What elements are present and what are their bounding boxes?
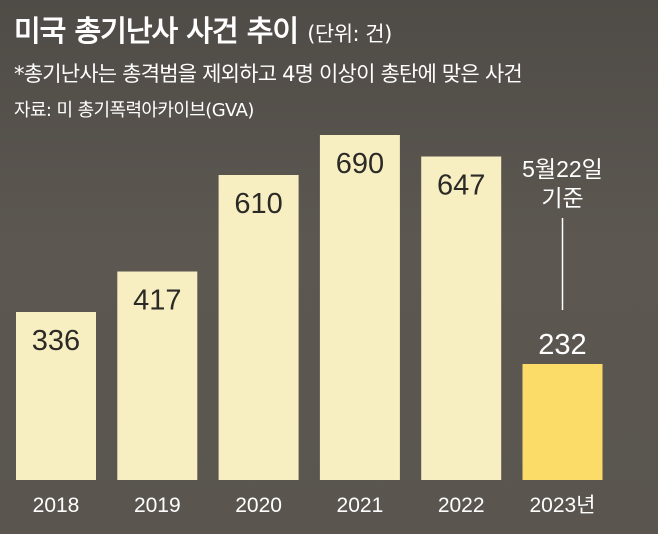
chart-title: 미국 총기난사 사건 추이 (단위: 건) [14, 8, 392, 50]
bar-value-label: 610 [234, 188, 282, 220]
source-note: 자료: 미 총기폭력아카이브(GVA) [14, 100, 254, 121]
title-text: 미국 총기난사 사건 추이 [14, 14, 299, 48]
definition-note: *총기난사는 총격범을 제외하고 4명 이상이 총탄에 맞은 사건 [14, 62, 523, 86]
bar-value-label: 690 [336, 148, 384, 180]
bar [117, 271, 198, 480]
x-tick-label: 2018 [33, 494, 80, 517]
x-tick-label: 2019 [134, 494, 181, 517]
bar-value-label: 232 [538, 329, 586, 361]
bar-value-label: 417 [133, 285, 181, 317]
bar-value-label: 336 [32, 325, 80, 357]
bar [218, 175, 299, 480]
annotation-label: 기준 [541, 185, 583, 211]
x-tick-label: 2021 [337, 494, 384, 517]
bar [522, 364, 603, 480]
bar [421, 156, 502, 480]
x-tick-label: 2022 [438, 494, 485, 517]
bar [319, 135, 400, 480]
x-tick-label: 2023년 [529, 494, 595, 517]
annotation-label: 5월22일 [522, 156, 603, 182]
bar [16, 312, 96, 480]
x-tick-label: 2020 [235, 494, 282, 517]
unit-label: (단위: 건) [307, 22, 392, 46]
bar-value-label: 647 [437, 170, 485, 202]
